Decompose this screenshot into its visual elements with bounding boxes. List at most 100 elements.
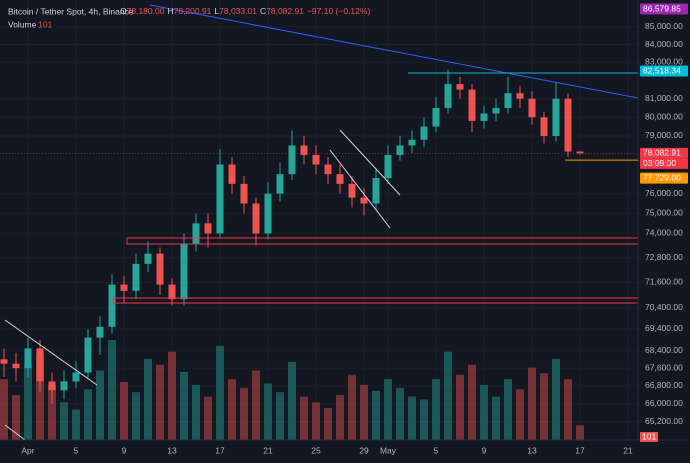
y-tick-label: 74,000.00 [645,228,683,238]
candle-body [252,203,260,234]
volume-label: Volume [8,19,37,29]
candle-body [576,151,584,154]
x-tick-label: 21 [623,445,633,455]
candle-body [552,98,560,136]
price-tag [640,3,688,15]
readout-key: L [214,6,219,16]
candles [0,69,584,404]
volume-bar [108,340,116,440]
candle-body [564,98,572,152]
y-tick-label: 68,400.00 [645,345,683,355]
volume-bar [168,351,176,440]
candle-body [240,183,248,204]
readout-value: 78,200.91 [174,6,212,16]
channel-line [339,129,401,196]
candle-body [456,84,464,90]
trend-line [149,4,639,99]
volume-bar [384,379,392,440]
volume-bar [408,396,416,440]
readout-change: −97.10 (−0.12%) [307,6,370,16]
volume-bar [468,364,476,440]
price-tag [640,147,688,159]
volume-bar [396,387,404,440]
candle-body [276,174,284,194]
candle-body [204,223,212,234]
y-tick-label: 66,800.00 [645,380,683,390]
candle-body [432,107,440,127]
candle-body [480,113,488,121]
volume-bar [552,358,560,440]
x-tick-label: May [380,445,397,455]
volume-bar [132,392,140,440]
y-tick-label: 75,000.00 [645,208,683,218]
volume-bar [72,409,80,440]
readout-value: 78,033.01 [219,6,257,16]
volume-bar [156,364,164,440]
candle-body [84,337,92,373]
candle-body [144,253,152,264]
candle-body [336,174,344,184]
volume-bar [216,345,224,440]
countdown: 03:09:00 [643,158,676,168]
volume-bar [0,379,8,440]
candle-body [492,107,500,114]
volume-bar [444,351,452,440]
candle-body [132,263,140,291]
candle-body [72,372,80,382]
volume-bar [264,383,272,440]
volume-bar [540,373,548,440]
readout-value: 78,082.91 [266,6,304,16]
x-tick-label: 5 [74,445,79,455]
volume-bar [192,384,200,440]
candle-body [108,284,116,327]
volume-bar [504,379,512,440]
price-tag-label: 86,579.85 [643,3,681,13]
price-tag [640,172,688,184]
candle-body [60,381,68,391]
y-tick-label: 80,000.00 [645,111,683,121]
volume-bar [360,384,368,440]
candle-body [396,145,404,155]
y-tick-label: 84,000.00 [645,39,683,49]
volume-bar [240,387,248,440]
channel-line [4,424,26,441]
readout-key: H [167,6,173,16]
ohlc-readout: O78,180.00 H78,200.91 L78,033.01 C78,082.91… [120,6,370,16]
price-axis [638,0,690,463]
candle-body [324,164,332,175]
candle-body [216,164,224,234]
candle-body [12,363,20,369]
y-tick-label: 83,000.00 [645,57,683,67]
volume-tag-label: 101 [642,431,656,441]
volume-bar [528,367,536,440]
y-tick-label: 67,600.00 [645,362,683,372]
volume-value: 101 [38,19,52,29]
candle-body [168,284,176,300]
x-tick-label: 13 [167,445,177,455]
candle-body [156,253,164,285]
x-tick-label: 9 [122,445,127,455]
volume-bar [24,364,32,440]
x-tick-label: 25 [311,445,321,455]
channel-line [329,149,391,229]
volume-bar [576,425,584,440]
volume-bar [84,389,92,440]
volume-bar [516,389,524,440]
y-tick-label: 70,400.00 [645,302,683,312]
volume-bar [480,384,488,440]
volume-bar [492,396,500,440]
channel-line [4,319,98,386]
x-tick-label: 29 [359,445,369,455]
volume-bar [252,370,260,440]
candle-body [24,348,32,369]
candle-body [312,154,320,165]
y-tick-label: 76,000.00 [645,188,683,198]
y-tick-label: 69,400.00 [645,323,683,333]
volume-bar [432,379,440,440]
candle-body [300,145,308,155]
candle-body [516,93,524,99]
candle-body [48,381,56,391]
candle-body [468,89,476,121]
x-tick-label: 5 [434,445,439,455]
